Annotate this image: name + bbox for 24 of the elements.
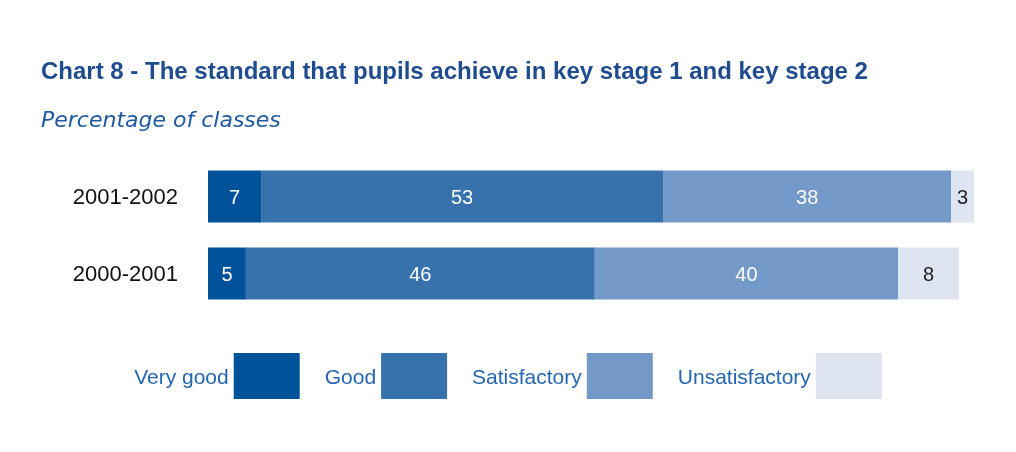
data-label: 3	[957, 185, 969, 208]
legend-label: Unsatisfactory	[677, 364, 812, 388]
legend-label: Good	[324, 364, 377, 388]
data-label: 38	[796, 185, 819, 208]
y-tick-label: 2001-2002	[72, 184, 178, 209]
bar	[245, 247, 595, 300]
data-label: 40	[735, 262, 758, 285]
bar	[663, 170, 952, 223]
bar	[261, 170, 664, 223]
legend-label: Satisfactory	[472, 364, 583, 388]
y-tick-label: 2000-2001	[72, 261, 178, 286]
legend-label: Very good	[134, 364, 229, 388]
bar	[951, 170, 974, 223]
data-label: 5	[221, 262, 233, 285]
bar	[208, 170, 262, 223]
chart-subtitle: Percentage of classes	[41, 106, 281, 132]
data-label: 46	[409, 262, 432, 285]
bar	[208, 247, 246, 300]
data-label: 7	[228, 185, 241, 208]
chart-title: Chart 8 - The standard that pupils achieve in key stage 1 and key stage 2	[41, 56, 868, 84]
data-label: 53	[450, 185, 474, 208]
bar	[594, 247, 899, 300]
data-label: 8	[922, 262, 935, 285]
bar	[898, 247, 959, 300]
